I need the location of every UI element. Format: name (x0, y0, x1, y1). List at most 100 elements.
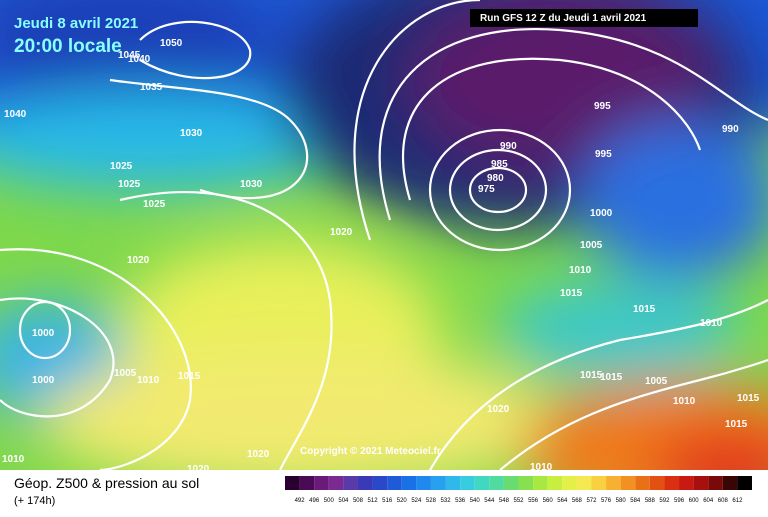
scale-swatch (328, 476, 344, 490)
scale-swatch (737, 476, 752, 490)
scale-label: 588 (645, 498, 656, 504)
scale-swatch (474, 476, 490, 490)
scale-label: 544 (484, 498, 495, 504)
scale-swatch (649, 476, 665, 490)
isobar-label: 1015 (725, 419, 748, 430)
scale-label: 540 (470, 498, 481, 504)
run-box (470, 9, 698, 27)
isobar-label: 1005 (580, 240, 603, 251)
footer-lead: (+ 174h) (14, 495, 55, 507)
scale-swatch (664, 476, 680, 490)
scale-label: 536 (455, 498, 466, 504)
scale-swatch (445, 476, 461, 490)
isobar-label: 1020 (247, 449, 270, 460)
scale-label: 508 (353, 498, 364, 504)
scale-label: 524 (411, 498, 422, 504)
scale-label: 520 (397, 498, 408, 504)
isobar-label: 1015 (178, 371, 201, 382)
scale-label: 500 (324, 498, 335, 504)
scale-swatch (387, 476, 402, 490)
scale-swatch (547, 476, 563, 490)
scale-swatch (314, 476, 329, 490)
isobar-label: 985 (491, 159, 508, 170)
scale-swatch (357, 476, 373, 490)
scale-label: 596 (674, 498, 685, 504)
scale-label: 580 (616, 498, 627, 504)
scale-label: 584 (630, 498, 641, 504)
isobar-label: 1015 (600, 372, 623, 383)
scale-label: 504 (338, 498, 349, 504)
scale-label: 552 (513, 498, 524, 504)
scale-label: 612 (732, 498, 743, 504)
color-scale: 492 496 500 504 508 512 516 520 524 528 532 536 540 5… (285, 476, 752, 504)
isobar-label: 1025 (110, 161, 133, 172)
isobar-label: 1000 (32, 328, 55, 339)
isobar-label: 1000 (32, 375, 55, 386)
isobar-label: 1015 (560, 288, 583, 299)
isobar-label: 995 (595, 149, 612, 160)
isobar-label: 1030 (180, 128, 203, 139)
scale-label: 592 (659, 498, 670, 504)
valid-time: 20:00 locale (14, 36, 122, 57)
isobar-label: 995 (594, 101, 611, 112)
scale-swatch (620, 476, 636, 490)
scale-label: 560 (543, 498, 554, 504)
isobar-label: 1010 (530, 462, 553, 473)
scale-label: 564 (557, 498, 568, 504)
scale-swatch (606, 476, 621, 490)
scale-label: 548 (499, 498, 510, 504)
isobar-label: 1010 (2, 454, 25, 465)
scale-label: 492 (295, 498, 306, 504)
scale-label: 512 (368, 498, 379, 504)
run-info: Run GFS 12 Z du Jeudi 1 avril 2021 (480, 13, 647, 24)
scale-swatch (343, 476, 358, 490)
isobar-label: 1010 (137, 375, 160, 386)
isobar-label: 1000 (590, 208, 613, 219)
scale-label: 568 (572, 498, 583, 504)
scale-swatch (693, 476, 709, 490)
scale-swatch (708, 476, 723, 490)
scale-swatch (430, 476, 446, 490)
isobar-label: 1040 (128, 54, 151, 65)
isobar-label: 1020 (127, 255, 150, 266)
scale-label: 532 (441, 498, 452, 504)
scale-label: 572 (586, 498, 597, 504)
isobar-label: 990 (500, 141, 517, 152)
scale-swatch (591, 476, 607, 490)
isobar-label: 1025 (118, 179, 141, 190)
scale-label: 600 (689, 498, 700, 504)
isobar-label: 980 (487, 173, 504, 184)
scale-swatch (576, 476, 592, 490)
isobar-label: 1010 (673, 396, 696, 407)
scale-label: 528 (426, 498, 437, 504)
scale-swatch (533, 476, 548, 490)
scale-swatch (416, 476, 431, 490)
footer-title: Géop. Z500 & pression au sol (14, 475, 199, 491)
scale-swatch (285, 476, 300, 490)
isobar-label: 1020 (487, 404, 510, 415)
scale-swatch (460, 476, 475, 490)
scale-swatch (299, 476, 315, 490)
isobar-label: 1015 (737, 393, 760, 404)
scale-label: 516 (382, 498, 393, 504)
isobar-label: 1015 (633, 304, 656, 315)
isobar-label: 975 (478, 184, 495, 195)
isobar-label: 1050 (160, 38, 183, 49)
isobar-labels: 1050104510401035104010301025102510251030… (2, 38, 760, 475)
isobar-label: 1025 (143, 199, 166, 210)
scale-swatch (372, 476, 388, 490)
scale-swatch (722, 476, 738, 490)
valid-date: Jeudi 8 avril 2021 (14, 15, 138, 32)
isobar-label: 1020 (330, 227, 353, 238)
isobar-label: 1005 (114, 368, 137, 379)
scale-swatch (401, 476, 417, 490)
scale-swatch (518, 476, 534, 490)
isobar-label: 1010 (569, 265, 592, 276)
scale-swatch (635, 476, 650, 490)
scale-swatch (562, 476, 577, 490)
scale-swatch (679, 476, 694, 490)
scale-label: 496 (309, 498, 320, 504)
scale-label: 604 (703, 498, 714, 504)
